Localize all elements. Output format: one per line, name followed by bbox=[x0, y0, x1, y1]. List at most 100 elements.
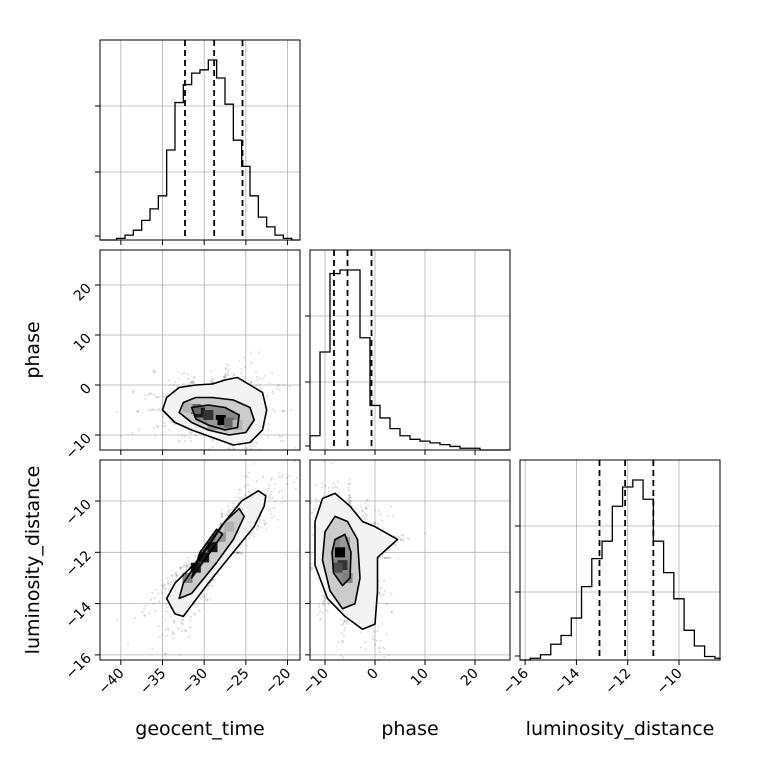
scatter-point bbox=[328, 452, 330, 454]
scatter-point bbox=[359, 504, 362, 507]
scatter-point bbox=[347, 456, 349, 458]
scatter-point bbox=[153, 393, 156, 396]
scatter-point bbox=[388, 653, 391, 657]
scatter-point bbox=[379, 651, 382, 654]
scatter-point bbox=[174, 380, 177, 384]
scatter-point bbox=[349, 502, 352, 505]
scatter-point bbox=[240, 552, 243, 555]
scatter-point bbox=[164, 424, 167, 427]
scatter-point bbox=[158, 636, 161, 639]
scatter-point bbox=[348, 482, 351, 485]
scatter-point bbox=[189, 626, 192, 629]
scatter-point bbox=[182, 564, 185, 567]
scatter-point bbox=[311, 533, 314, 536]
scatter-point bbox=[248, 491, 252, 494]
scatter-point bbox=[383, 647, 386, 650]
panel-frame bbox=[309, 459, 511, 661]
scatter-point bbox=[253, 535, 256, 538]
scatter-point bbox=[232, 447, 235, 450]
scatter-point bbox=[322, 601, 325, 604]
scatter-point bbox=[211, 579, 214, 582]
scatter-point bbox=[184, 435, 187, 438]
scatter-point bbox=[177, 627, 180, 631]
scatter-point bbox=[280, 501, 283, 504]
contour-line bbox=[178, 507, 245, 600]
scatter-point bbox=[347, 620, 350, 623]
scatter-point bbox=[256, 524, 259, 527]
scatter-point bbox=[179, 566, 183, 570]
scatter-point bbox=[232, 373, 236, 376]
scatter-point bbox=[194, 554, 197, 558]
scatter-point bbox=[165, 610, 169, 613]
scatter-point bbox=[285, 483, 288, 486]
scatter-point bbox=[371, 635, 375, 638]
scatter-point bbox=[279, 507, 281, 509]
scatter-point bbox=[342, 621, 345, 624]
scatter-point bbox=[402, 538, 405, 541]
scatter-point bbox=[366, 498, 369, 501]
scatter-point bbox=[360, 646, 363, 649]
scatter-point bbox=[322, 596, 325, 599]
scatter-point bbox=[347, 486, 350, 489]
scatter-point bbox=[184, 562, 187, 565]
scatter-point bbox=[227, 509, 230, 512]
scatter-point bbox=[228, 444, 232, 447]
scatter-point bbox=[187, 635, 190, 639]
scatter-point bbox=[329, 457, 331, 459]
contour-line bbox=[331, 533, 352, 587]
scatter-point bbox=[166, 581, 170, 584]
scatter-point bbox=[248, 537, 251, 540]
scatter-point bbox=[365, 507, 368, 511]
scatter-point bbox=[272, 392, 275, 395]
scatter-point bbox=[348, 501, 351, 504]
scatter-point bbox=[304, 428, 306, 430]
density-grid-cell bbox=[215, 415, 226, 425]
scatter-point bbox=[229, 508, 232, 512]
scatter-point bbox=[348, 497, 351, 500]
panel-content bbox=[116, 428, 306, 656]
scatter-point bbox=[371, 699, 373, 701]
scatter-point bbox=[265, 528, 268, 531]
scatter-point bbox=[364, 506, 368, 509]
scatter-point bbox=[172, 632, 175, 635]
scatter-point bbox=[134, 616, 137, 619]
scatter-point bbox=[343, 619, 346, 622]
scatter-point bbox=[237, 551, 240, 554]
scatter-point bbox=[180, 629, 184, 633]
scatter-point bbox=[374, 643, 377, 646]
scatter-point bbox=[132, 390, 135, 393]
scatter-point bbox=[172, 383, 175, 387]
scatter-point bbox=[267, 422, 271, 425]
scatter-point bbox=[180, 622, 183, 625]
scatter-point bbox=[378, 592, 381, 595]
scatter-point bbox=[178, 370, 181, 374]
scatter-point bbox=[295, 454, 297, 456]
scatter-point bbox=[187, 614, 190, 617]
scatter-point bbox=[136, 410, 139, 414]
scatter-point bbox=[322, 603, 325, 606]
scatter-point bbox=[151, 647, 154, 650]
scatter-point bbox=[318, 619, 322, 622]
scatter-point bbox=[221, 512, 224, 516]
scatter-point bbox=[257, 524, 260, 528]
scatter-point bbox=[224, 374, 227, 377]
scatter-point bbox=[225, 373, 228, 376]
scatter-point bbox=[326, 601, 330, 604]
scatter-point bbox=[206, 598, 209, 601]
scatter-point bbox=[278, 452, 280, 454]
scatter-point bbox=[244, 366, 247, 369]
scatter-point bbox=[190, 432, 193, 435]
scatter-point bbox=[275, 387, 278, 390]
scatter-point bbox=[227, 505, 230, 508]
scatter-point bbox=[303, 516, 305, 518]
scatter-point bbox=[153, 370, 157, 373]
scatter-point bbox=[241, 454, 243, 456]
scatter-point bbox=[285, 476, 289, 480]
scatter-point bbox=[290, 408, 293, 412]
scatter-point bbox=[262, 519, 266, 522]
scatter-point bbox=[237, 492, 240, 495]
scatter-point bbox=[278, 388, 281, 391]
y-tick-label: −12 bbox=[63, 548, 95, 580]
scatter-point bbox=[342, 634, 346, 637]
scatter-point bbox=[223, 375, 227, 378]
